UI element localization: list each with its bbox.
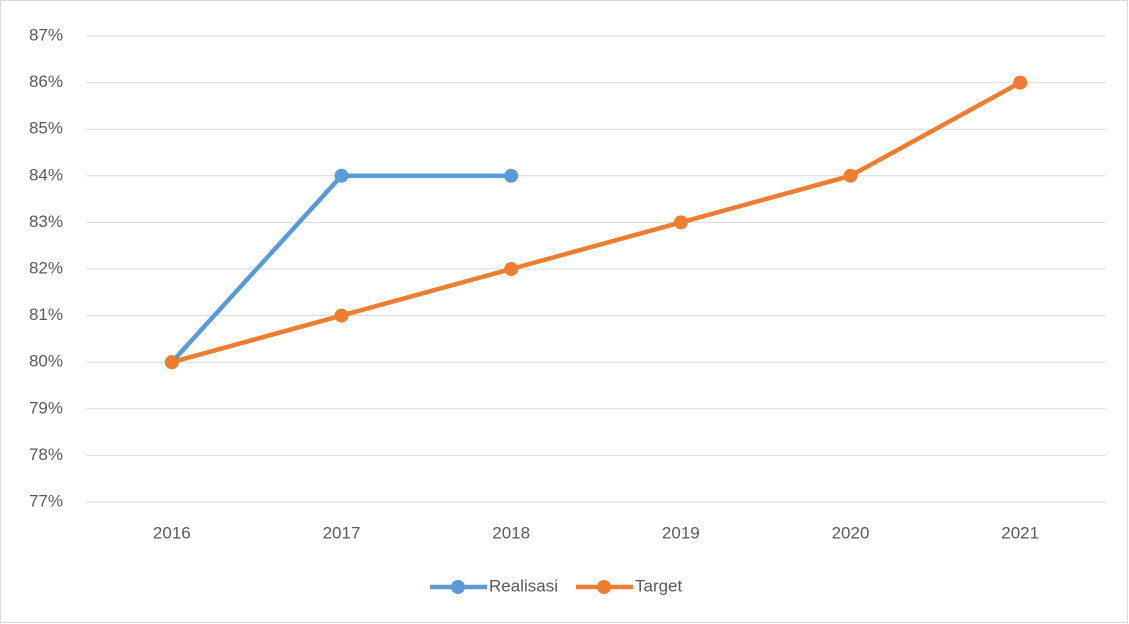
series-line	[171, 80, 1022, 365]
x-tick-label: 2021	[1001, 523, 1039, 542]
data-point	[334, 168, 349, 183]
y-tick-label: 84%	[29, 165, 63, 184]
data-point	[1013, 75, 1028, 90]
data-point	[673, 215, 688, 230]
data-point	[164, 355, 179, 370]
legend-marker	[596, 580, 611, 594]
x-tick-label: 2016	[153, 523, 191, 542]
data-point	[334, 308, 349, 323]
legend-label: Realisasi	[489, 576, 558, 595]
x-tick-label: 2018	[492, 523, 530, 542]
y-tick-label: 85%	[29, 119, 63, 138]
data-point	[504, 262, 519, 276]
y-tick-label: 80%	[29, 352, 63, 371]
legend-label: Target	[635, 576, 683, 595]
x-tick-label: 2017	[323, 523, 361, 542]
y-tick-label: 78%	[29, 445, 63, 464]
y-tick-label: 87%	[29, 25, 63, 44]
data-point	[504, 168, 519, 183]
y-tick-label: 77%	[29, 491, 63, 510]
x-tick-label: 2019	[662, 523, 700, 542]
y-tick-label: 81%	[29, 305, 63, 324]
x-tick-label: 2020	[832, 523, 870, 542]
legend-marker	[451, 580, 465, 594]
data-point	[843, 168, 858, 183]
y-tick-label: 83%	[29, 212, 63, 231]
y-tick-label: 79%	[29, 398, 63, 417]
y-tick-label: 82%	[29, 258, 63, 277]
y-tick-label: 86%	[29, 72, 63, 91]
